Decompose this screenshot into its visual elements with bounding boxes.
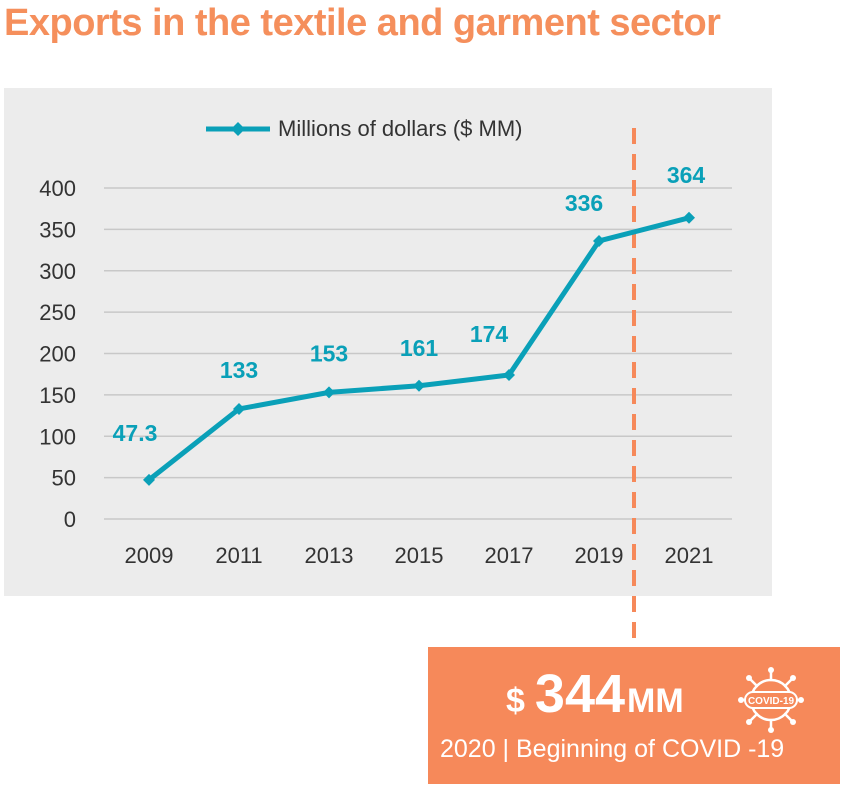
data-labels: 47.3 133 153 161 174 336 364 (113, 162, 706, 446)
data-label: 153 (310, 340, 348, 366)
callout-number: 344 (534, 664, 626, 724)
covid-callout: $ 344 MM COVID-19 2020 | Beginning of CO… (428, 647, 840, 784)
covid-icon-text: COVID-19 (748, 696, 795, 707)
legend: Millions of dollars ($ MM) (204, 116, 523, 142)
y-tick-label: 100 (39, 424, 76, 449)
series-marker (233, 402, 245, 415)
callout-value: $ 344 MM (506, 663, 684, 725)
y-tick-label: 0 (64, 507, 76, 532)
series-marker (143, 473, 155, 486)
series-marker (683, 211, 695, 224)
y-tick-label: 400 (39, 176, 76, 201)
callout-currency: $ (506, 682, 525, 720)
series-marker (323, 386, 335, 399)
data-label: 364 (667, 162, 706, 188)
data-label: 133 (220, 357, 258, 383)
chart-panel (4, 88, 772, 596)
x-tick-label: 2019 (575, 543, 624, 568)
data-label: 47.3 (113, 420, 158, 446)
y-tick-label: 150 (39, 383, 76, 408)
x-tick-label: 2021 (665, 543, 714, 568)
x-tick-label: 2017 (485, 543, 534, 568)
callout-unit: MM (627, 682, 684, 720)
y-axis-tick-labels: 0 50 100 150 200 250 300 350 400 (39, 176, 76, 532)
data-label: 161 (400, 335, 439, 361)
x-tick-label: 2015 (395, 543, 444, 568)
gridlines (104, 187, 732, 520)
data-label: 336 (565, 190, 603, 216)
legend-label: Millions of dollars ($ MM) (278, 116, 523, 141)
chart-title: Exports in the textile and garment secto… (4, 2, 721, 44)
legend-line-icon (206, 122, 270, 136)
series-markers (143, 211, 695, 486)
series-marker (413, 379, 425, 392)
y-tick-label: 350 (39, 217, 76, 242)
x-axis-tick-labels: 2009 2011 2013 2015 2017 2019 2021 (125, 543, 714, 568)
y-tick-label: 300 (39, 259, 76, 284)
y-tick-label: 250 (39, 300, 76, 325)
series-marker (593, 234, 605, 247)
y-tick-label: 200 (39, 342, 76, 367)
x-tick-label: 2013 (305, 543, 354, 568)
x-tick-label: 2009 (125, 543, 174, 568)
data-label: 174 (470, 321, 509, 347)
y-tick-label: 50 (52, 466, 76, 491)
callout-caption: 2020 | Beginning of COVID -19 (440, 735, 785, 763)
covid-virus-icon: COVID-19 (738, 667, 804, 733)
series-marker (503, 369, 515, 382)
x-tick-label: 2011 (215, 543, 262, 568)
